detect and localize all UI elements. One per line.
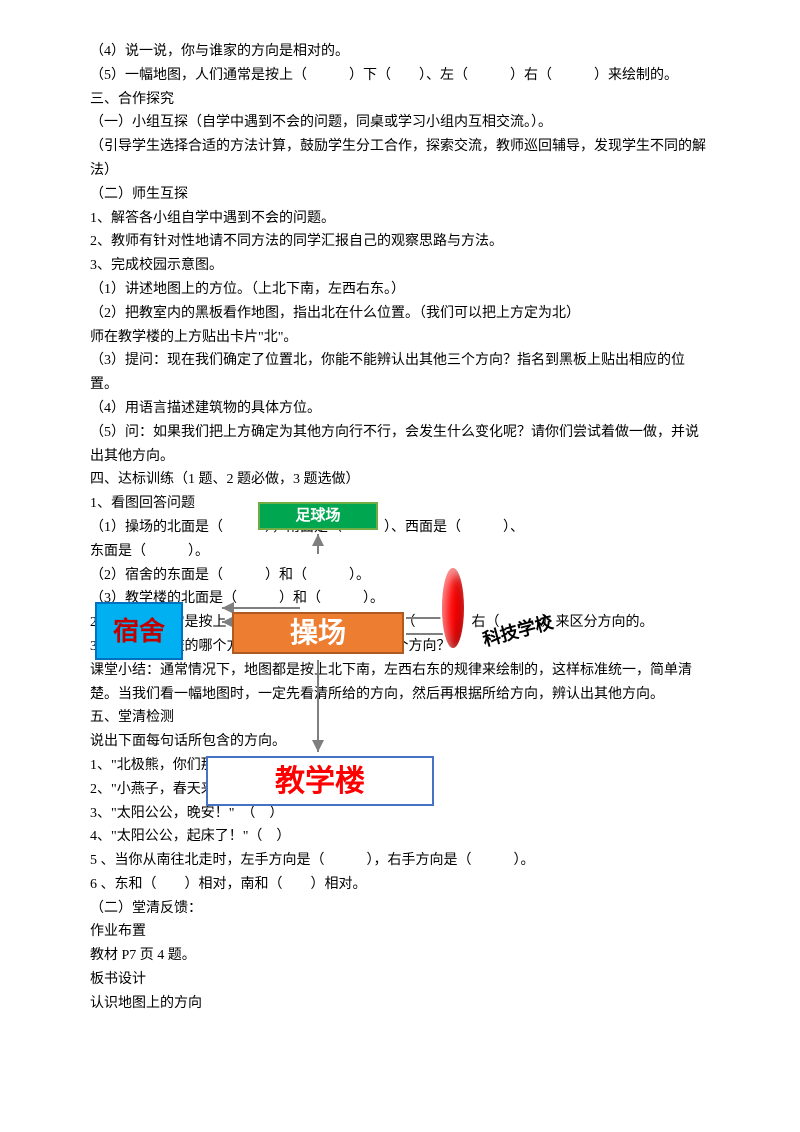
text-line: （3）提问：现在我们确定了位置北，你能不能辨认出其他三个方向？指名到黑板上贴出相… bbox=[90, 349, 710, 397]
text-line: （1）讲述地图上的方位。（上北下南，左西右东。） bbox=[90, 278, 710, 302]
text-line: 认识地图上的方向 bbox=[90, 992, 710, 1016]
text-line: （5）问：如果我们把上方确定为其他方向行不行，会发生什么变化呢？请你们尝试着做一… bbox=[90, 421, 710, 469]
text-line: 师在教学楼的上方贴出卡片"北"。 bbox=[90, 326, 710, 350]
text-line: （4）说一说，你与谁家的方向是相对的。 bbox=[90, 40, 710, 64]
text-line: 1、解答各小组自学中遇到不会的问题。 bbox=[90, 207, 710, 231]
text-line: 1、看图回答问题 bbox=[90, 492, 710, 516]
text-line: 教材 P7 页 4 题。 bbox=[90, 944, 710, 968]
text-line: 四、达标训练（1 题、2 题必做，3 题选做） bbox=[90, 468, 710, 492]
text-line: （4）用语言描述建筑物的具体方位。 bbox=[90, 397, 710, 421]
text-line: （3）教学楼的北面是（ ）和（ ）。 bbox=[90, 587, 710, 611]
text-line: （1）操场的北面是（ ），南面是（ ）、西面是（ ）、 bbox=[90, 516, 710, 540]
text-line: 说出下面每句话所包含的方向。 bbox=[90, 730, 710, 754]
text-line: 3 、你家在学校的哪个方向？你的同桌在你家的哪个方向？ bbox=[90, 635, 710, 659]
text-line: 三、合作探究 bbox=[90, 88, 710, 112]
text-line: 2、"小燕子，春天来了，你们快回来吧！" （ ） bbox=[90, 778, 710, 802]
text-line: 6 、东和（ ）相对，南和（ ）相对。 bbox=[90, 873, 710, 897]
text-line: （二）堂清反馈： bbox=[90, 897, 710, 921]
text-line: 板书设计 bbox=[90, 968, 710, 992]
text-line: 3、完成校园示意图。 bbox=[90, 254, 710, 278]
text-line: 2、教师有针对性地请不同方法的同学汇报自己的观察思路与方法。 bbox=[90, 230, 710, 254]
text-line: 五、堂清检测 bbox=[90, 706, 710, 730]
text-line: 4、"太阳公公，起床了！"（ ） bbox=[90, 825, 710, 849]
page: （4）说一说，你与谁家的方向是相对的。 （5）一幅地图，人们通常是按上（ ）下（… bbox=[0, 0, 800, 1132]
text-line: （二）师生互探 bbox=[90, 183, 710, 207]
text-line: 3、"太阳公公，晚安！" （ ） bbox=[90, 802, 710, 826]
text-line: （2）把教室内的黑板看作地图，指出北在什么位置。（我们可以把上方定为北） bbox=[90, 302, 710, 326]
text-line: （引导学生选择合适的方法计算，鼓励学生分工合作，探索交流，教师巡回辅导，发现学生… bbox=[90, 135, 710, 183]
text-line: （2）宿舍的东面是（ ）和（ ）。 bbox=[90, 564, 710, 588]
text-line: 5 、当你从南往北走时，左手方向是（ ），右手方向是（ ）。 bbox=[90, 849, 710, 873]
text-line: 东面是（ ）。 bbox=[90, 540, 710, 564]
text-line: 课堂小结：通常情况下，地图都是按上北下南，左西右东的规律来绘制的，这样标准统一，… bbox=[90, 659, 710, 707]
text-line: 作业布置 bbox=[90, 920, 710, 944]
text-line: 1、"北极熊，你们那里冷吗？" （ ） bbox=[90, 754, 710, 778]
text-line: （一）小组互探（自学中遇到不会的问题，同桌或学习小组内互相交流。）。 bbox=[90, 111, 710, 135]
text-line: 2 、在地图通常是按上（ ）下（ ）、左（ ）右（ ）来区分方向的。 bbox=[90, 611, 710, 635]
text-line: （5）一幅地图，人们通常是按上（ ）下（ ）、左（ ）右（ ）来绘制的。 bbox=[90, 64, 710, 88]
